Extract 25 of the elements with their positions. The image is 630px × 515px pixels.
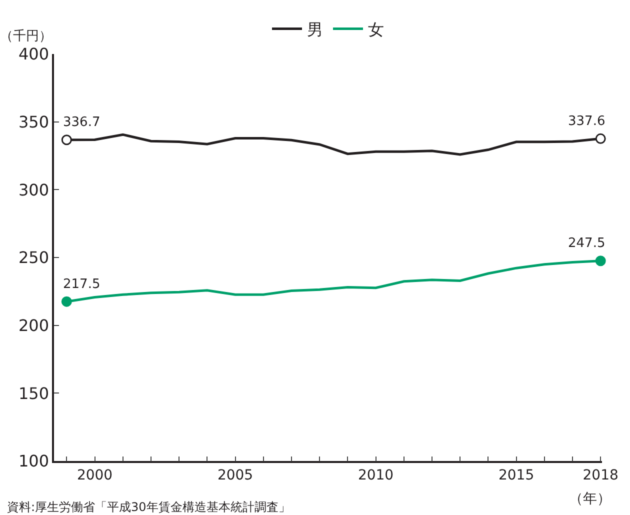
y-tick-label: 100 (18, 452, 50, 471)
point (595, 256, 606, 266)
x-tick-label: 2018 (582, 468, 618, 484)
data-label: 336.7 (63, 115, 100, 130)
y-tick-label: 400 (18, 44, 50, 64)
y-tick-label: 350 (18, 112, 50, 132)
data-label: 337.6 (568, 114, 606, 129)
legend-label: 男 (307, 20, 323, 39)
y-axis-title: （千円） (0, 29, 52, 44)
data-label: 247.5 (568, 236, 606, 251)
point (61, 296, 72, 307)
text: 資料:厚生労働省「平成30年賃金構造基本統計調査」 (7, 500, 290, 514)
legend-label: 女 (368, 20, 384, 39)
y-tick-label: 300 (18, 180, 50, 200)
point (61, 134, 72, 146)
data-label: 217.5 (63, 277, 100, 292)
x-tick-label: 2005 (217, 468, 254, 484)
y-tick-label: 150 (18, 384, 50, 403)
point (595, 133, 606, 144)
x-tick-label: 2010 (358, 468, 394, 484)
y-tick-label: 250 (18, 248, 50, 268)
x-axis-title: （年） (569, 491, 611, 507)
x-tick-label: 2015 (498, 468, 534, 484)
y-tick-label: 200 (18, 316, 50, 335)
x-tick-label: 2000 (76, 468, 113, 484)
